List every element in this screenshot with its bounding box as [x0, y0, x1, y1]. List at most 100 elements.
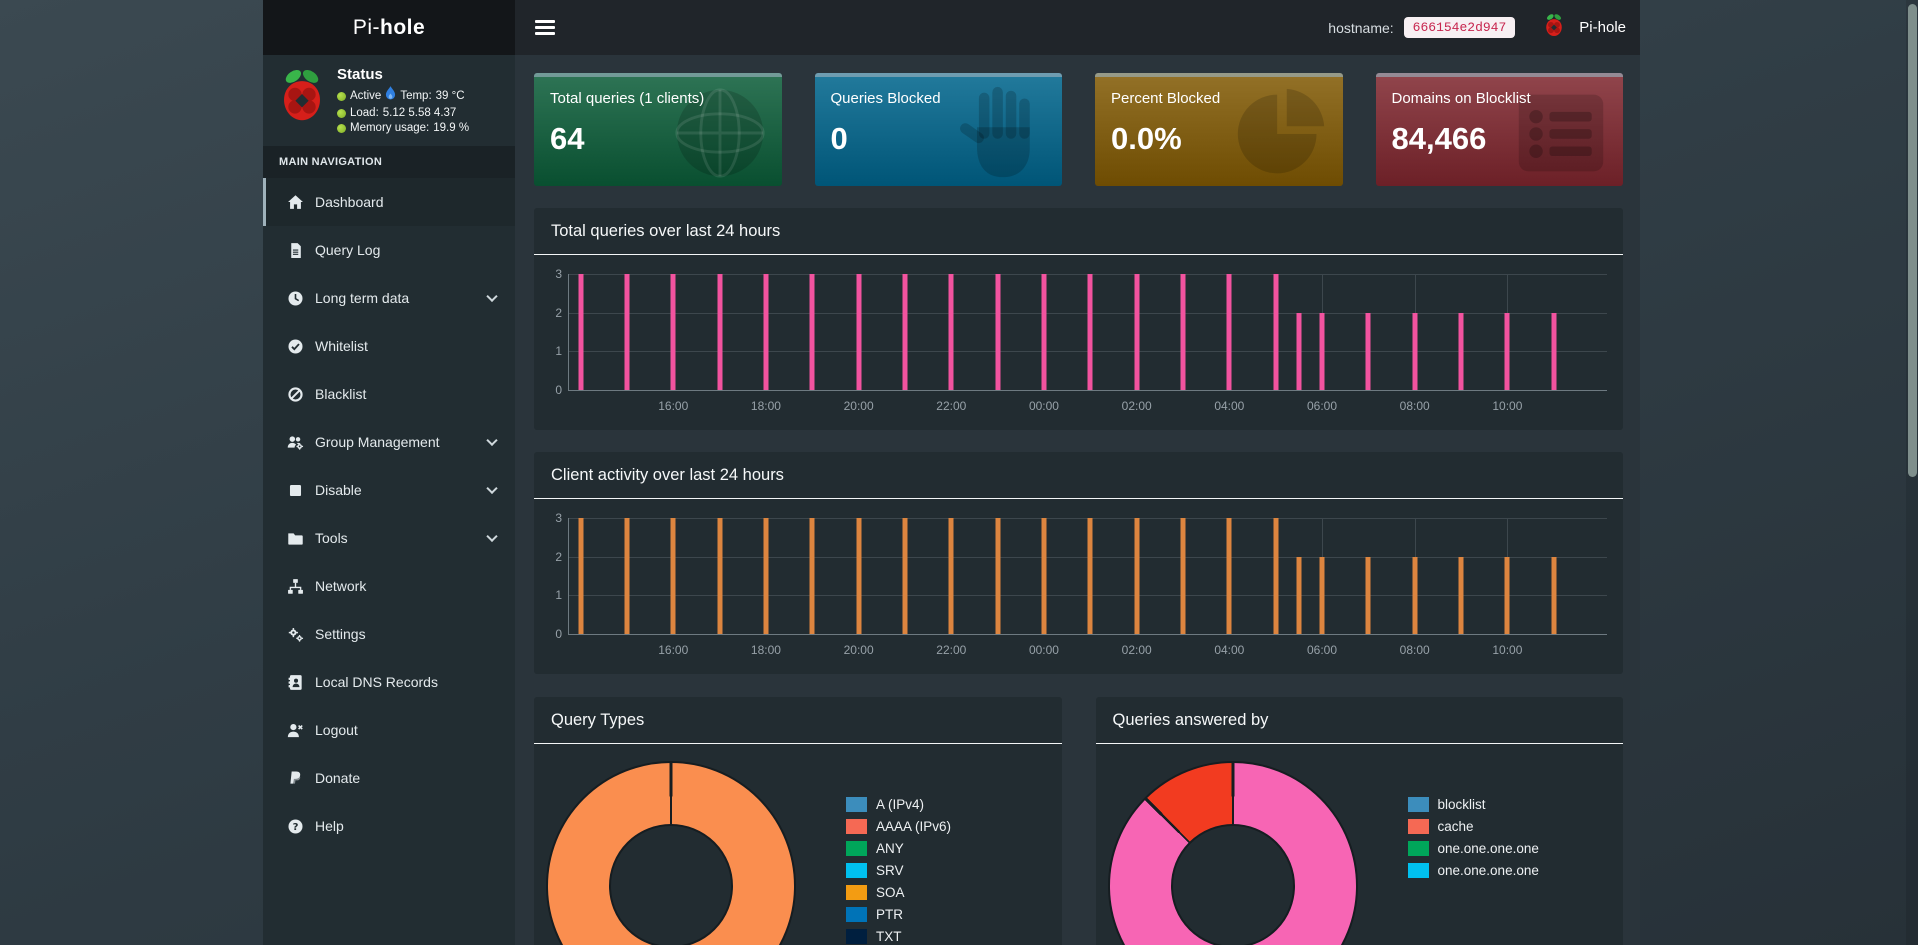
stop-icon — [287, 482, 304, 499]
sidebar-item-blacklist[interactable]: Blacklist — [263, 370, 515, 418]
legend-item[interactable]: cache — [1407, 819, 1539, 834]
x-axis-tick-label: 22:00 — [936, 399, 967, 413]
bar — [1551, 556, 1557, 634]
legend-item[interactable]: one.one.one.one — [1407, 863, 1539, 878]
legend-item[interactable]: ANY — [846, 841, 951, 856]
sidebar-item-dashboard[interactable]: Dashboard — [263, 178, 515, 226]
svg-text:?: ? — [293, 821, 299, 832]
sidebar-item-long-term-data[interactable]: Long term data — [263, 274, 515, 322]
sidebar-toggle-button[interactable] — [535, 20, 555, 35]
legend-swatch — [846, 907, 867, 922]
sidebar-item-label: Long term data — [315, 290, 410, 306]
legend-item[interactable]: PTR — [846, 907, 951, 922]
legend-item[interactable]: one.one.one.one — [1407, 841, 1539, 856]
bar — [717, 274, 723, 390]
donut-hole — [1170, 824, 1295, 945]
x-axis-tick-label: 16:00 — [658, 643, 689, 657]
user-times-icon — [287, 722, 304, 739]
sidebar-item-local-dns-records[interactable]: Local DNS Records — [263, 658, 515, 706]
x-axis-tick-label: 04:00 — [1214, 643, 1245, 657]
sidebar: Status Active Temp: 39 °C Load: 5.12 5.5… — [263, 55, 515, 945]
status-row-active: Active Temp: 39 °C — [337, 86, 469, 106]
queries-answered-by-donut-chart[interactable]: blocklist cache one.one.one.one one.one.one… — [1096, 744, 1624, 945]
legend-label: SRV — [876, 863, 904, 878]
sidebar-item-group-management[interactable]: Group Management — [263, 418, 515, 466]
bar — [1504, 312, 1510, 390]
scrollbar-thumb[interactable] — [1908, 4, 1917, 477]
bar — [995, 274, 1001, 390]
legend-item[interactable]: AAAA (IPv6) — [846, 819, 951, 834]
card-value: 0 — [830, 121, 848, 156]
donut-chart[interactable] — [546, 761, 796, 945]
bar — [1365, 556, 1371, 634]
legend-item[interactable]: A (IPv4) — [846, 797, 951, 812]
client-activity-bar-chart[interactable]: 16:00 18:00 20:00 22:00 00:00 02:00 04:00 06:00… — [534, 499, 1623, 673]
card-value: 64 — [550, 121, 585, 156]
sidebar-item-whitelist[interactable]: Whitelist — [263, 322, 515, 370]
navbar-right: hostname: 666154e2d947 Pi-hole — [1328, 13, 1626, 43]
donut-chart[interactable] — [1107, 761, 1358, 945]
legend-item[interactable]: SRV — [846, 863, 951, 878]
bar — [1273, 274, 1279, 390]
temp-value: 39 °C — [435, 89, 465, 102]
sidebar-item-disable[interactable]: Disable — [263, 466, 515, 514]
legend-label: ANY — [876, 841, 904, 856]
x-axis-tick-label: 02:00 — [1121, 643, 1152, 657]
sidebar-item-label: Group Management — [315, 434, 440, 450]
y-axis-tick-label: 2 — [555, 305, 562, 320]
pihole-raspberry-logo — [277, 67, 327, 136]
page-scrollbar[interactable] — [1906, 0, 1918, 945]
bar — [763, 518, 769, 634]
chart-legend: A (IPv4)AAAA (IPv6)ANYSRVSOAPTRTXTNAPTR — [846, 797, 951, 945]
query-types-donut-chart[interactable]: A (IPv4)AAAA (IPv6)ANYSRVSOAPTRTXTNAPTR — [534, 744, 1062, 945]
chart-legend: blocklist cache one.one.one.one one.one.one… — [1407, 797, 1539, 885]
bar — [902, 518, 908, 634]
paypal-icon — [287, 770, 304, 787]
bar — [856, 518, 862, 634]
sidebar-item-label: Help — [315, 818, 344, 834]
legend-label: SOA — [876, 885, 905, 900]
bar — [1226, 518, 1232, 634]
y-axis-tick-label: 3 — [555, 511, 562, 525]
legend-label: one.one.one.one — [1437, 863, 1539, 878]
legend-swatch — [846, 841, 867, 856]
legend-swatch — [1407, 819, 1429, 834]
bar — [1458, 312, 1464, 390]
sidebar-item-logout[interactable]: Logout — [263, 706, 515, 754]
clock-icon — [287, 290, 304, 307]
sidebar-item-settings[interactable]: Settings — [263, 610, 515, 658]
legend-item[interactable]: SOA — [846, 885, 951, 900]
pihole-raspberry-icon — [1543, 13, 1565, 43]
legend-label: one.one.one.one — [1437, 841, 1539, 856]
bar-chart-plot-area[interactable]: 16:00 18:00 20:00 22:00 00:00 02:00 04:00 06:00… — [555, 267, 1607, 413]
bar — [624, 518, 630, 634]
sidebar-item-network[interactable]: Network — [263, 562, 515, 610]
bar — [1458, 556, 1464, 634]
legend-label: PTR — [876, 907, 903, 922]
status-led-icon — [337, 109, 346, 118]
bar — [1180, 274, 1186, 390]
panel-header: Total queries over last 24 hours — [534, 208, 1623, 255]
panel-header: Query Types — [534, 697, 1062, 744]
bottom-panels-row: Query Types A (IPv4) AAAA (IPv6) ANY SRV SOA… — [534, 697, 1623, 945]
legend-item[interactable]: TXT — [846, 929, 951, 944]
total-queries-bar-chart[interactable]: 16:00 18:00 20:00 22:00 00:00 02:00 04:00 06:00… — [534, 255, 1623, 429]
sidebar-item-donate[interactable]: Donate — [263, 754, 515, 802]
legend-swatch — [846, 797, 867, 812]
brand-logo-link[interactable]: Pi-hole — [263, 0, 515, 55]
globe-icon — [674, 88, 765, 178]
sidebar-item-tools[interactable]: Tools — [263, 514, 515, 562]
sidebar-item-label: Network — [315, 578, 367, 594]
status-row-memory: Memory usage: 19.9 % — [337, 121, 469, 136]
sidebar-item-help[interactable]: ? Help — [263, 802, 515, 850]
x-axis-tick-label: 18:00 — [750, 399, 781, 413]
legend-item[interactable]: blocklist — [1407, 797, 1539, 812]
x-axis-tick-label: 16:00 — [658, 399, 689, 413]
sidebar-item-query-log[interactable]: Query Log — [263, 226, 515, 274]
sidebar-item-label: Whitelist — [315, 338, 368, 354]
sidebar-item-label: Local DNS Records — [315, 674, 438, 690]
status-led-icon — [337, 91, 346, 101]
hostname-label: hostname: — [1328, 19, 1394, 36]
bar-chart-plot-area[interactable]: 16:00 18:00 20:00 22:00 00:00 02:00 04:00 06:00… — [555, 511, 1607, 657]
legend-swatch — [846, 885, 867, 900]
